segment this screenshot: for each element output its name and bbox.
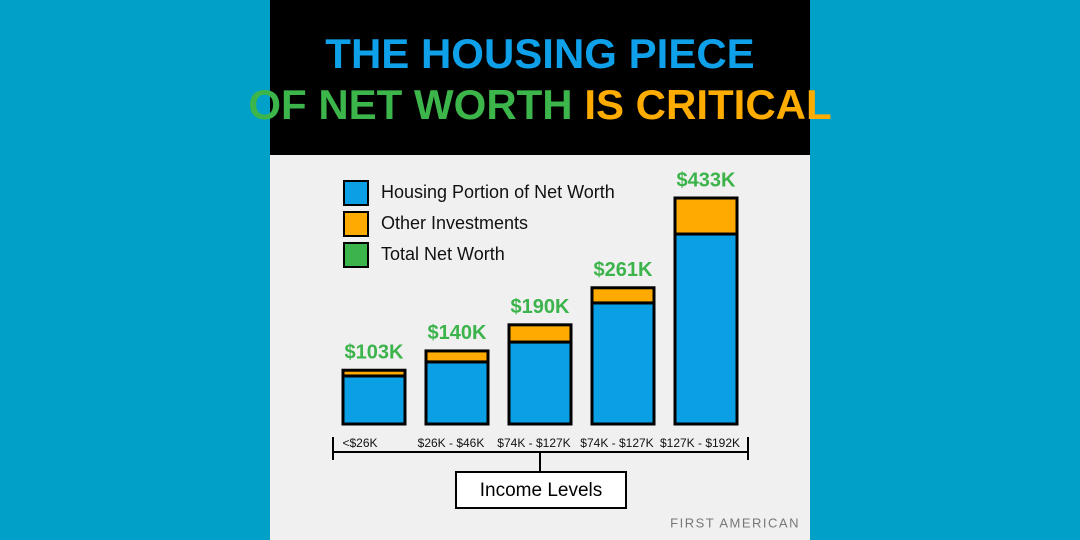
- bar-segment: [507, 340, 573, 426]
- title-part: OF NET WORTH: [248, 81, 572, 128]
- chart-title: THE HOUSING PIECE: [325, 30, 754, 77]
- total-label: $103K: [345, 342, 404, 364]
- x-tick-label: $74K - $127K: [497, 436, 570, 450]
- legend-label: Total Net Worth: [381, 244, 505, 264]
- total-label: $261K: [594, 259, 653, 281]
- bar-segment: [673, 196, 739, 236]
- x-label-box: [455, 471, 627, 509]
- total-label: $190K: [511, 296, 570, 318]
- bar-segment: [341, 368, 407, 378]
- bar-segment: [590, 301, 656, 426]
- bar-segment: [673, 232, 739, 426]
- legend-swatch: [343, 180, 369, 206]
- legend-swatch: [343, 211, 369, 237]
- bar-segment: [341, 374, 407, 426]
- bracket: [332, 437, 749, 509]
- source: FIRST AMERICAN: [670, 515, 800, 530]
- x-tick-label: $74K - $127K: [580, 436, 653, 450]
- total-label: $433K: [677, 169, 736, 191]
- x-tick-label: $26K - $46K: [418, 436, 485, 450]
- chart-title: OF NET WORTH IS CRITICAL: [248, 81, 831, 128]
- legend-label: Housing Portion of Net Worth: [381, 182, 615, 202]
- bar-segment: [424, 360, 490, 426]
- legend-swatch: [343, 242, 369, 268]
- bar-segment: [507, 323, 573, 344]
- bar-segment: [590, 286, 656, 305]
- x-tick-label: <$26K: [342, 436, 377, 450]
- header: [270, 0, 810, 155]
- x-tick-label: $127K - $192K: [660, 436, 740, 450]
- x-label: Income Levels: [480, 480, 603, 501]
- total-label: $140K: [428, 322, 487, 344]
- bar-segment: [424, 349, 490, 364]
- title-part: IS CRITICAL: [584, 81, 831, 128]
- legend-label: Other Investments: [381, 213, 528, 233]
